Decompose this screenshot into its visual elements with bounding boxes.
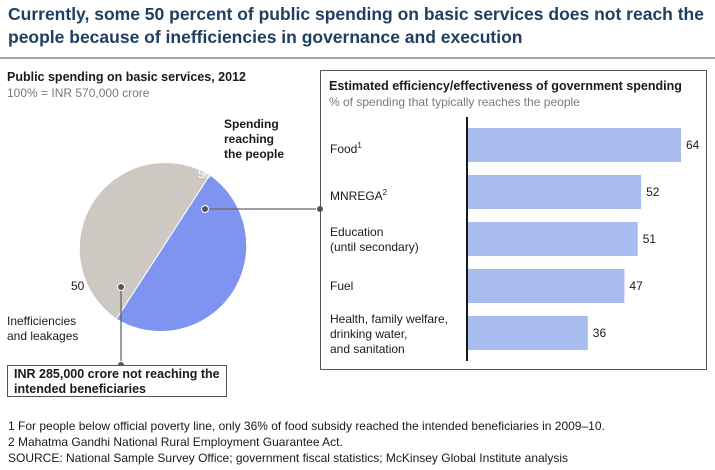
footnote-2: 2 Mahatma Gandhi National Rural Employme… bbox=[8, 435, 343, 449]
pie-slice-label-1: Inefficiencies and leakages bbox=[7, 314, 79, 343]
bar-4 bbox=[468, 316, 588, 350]
bar-panel-subtitle: % of spending that typically reaches the… bbox=[329, 95, 580, 109]
footnote-1: 1 For people below official poverty line… bbox=[8, 419, 605, 433]
bar-1 bbox=[468, 175, 642, 209]
chart-title: Currently, some 50 percent of public spe… bbox=[8, 4, 704, 47]
title-divider bbox=[0, 57, 715, 59]
pie-value-label-1: 50 bbox=[71, 279, 85, 293]
bar-value-label-1: 52 bbox=[646, 185, 660, 199]
bar-category-label-2: Education (until secondary) bbox=[330, 225, 419, 254]
pie-total: 100% = INR 570,000 crore bbox=[7, 86, 150, 100]
pie-slice-label-0: Spending reaching the people bbox=[224, 117, 285, 161]
pie-title: Public spending on basic services, 2012 bbox=[7, 70, 246, 84]
dot-inefficiencies bbox=[117, 283, 125, 291]
dot-reaching bbox=[201, 205, 209, 213]
not-reaching-note: INR 285,000 crore not reaching the inten… bbox=[7, 365, 227, 397]
pie-slice-0 bbox=[115, 174, 248, 333]
bar-0 bbox=[468, 128, 681, 162]
efficiency-panel: Estimated efficiency/effectiveness of go… bbox=[320, 70, 707, 370]
bar-category-label-3: Fuel bbox=[330, 278, 354, 293]
bar-chart: 64 52 51 47 36 bbox=[466, 117, 700, 361]
bar-3 bbox=[468, 269, 625, 303]
footnotes: 1 For people below official poverty line… bbox=[8, 418, 605, 466]
pie-value-label-0: 50 bbox=[198, 167, 212, 181]
source-note: SOURCE: National Sample Survey Office; g… bbox=[8, 451, 568, 465]
bar-value-label-2: 51 bbox=[643, 232, 657, 246]
bar-category-label-1: MNREGA2 bbox=[330, 187, 388, 203]
pie-slice-1 bbox=[78, 161, 211, 320]
bar-value-label-4: 36 bbox=[593, 326, 607, 340]
bar-value-label-3: 47 bbox=[629, 279, 643, 293]
bar-category-label-0: Food1 bbox=[330, 140, 362, 156]
bar-2 bbox=[468, 222, 638, 256]
bar-category-label-4: Health, family welfare, drinking water, an… bbox=[330, 311, 449, 356]
bar-panel-title: Estimated efficiency/effectiveness of go… bbox=[329, 79, 682, 93]
bar-value-label-0: 64 bbox=[686, 138, 700, 152]
